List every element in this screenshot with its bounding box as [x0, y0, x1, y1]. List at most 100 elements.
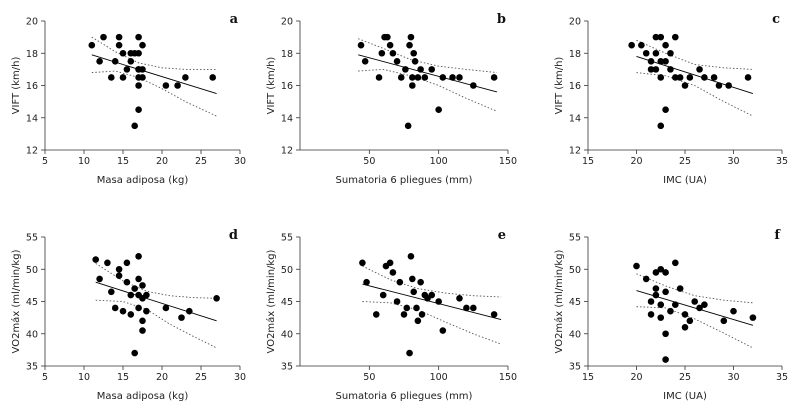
- data-point: [672, 33, 679, 41]
- data-point: [463, 304, 470, 312]
- y-tick-label: 14: [281, 113, 293, 124]
- data-point: [667, 307, 674, 315]
- data-point: [139, 282, 146, 289]
- y-tick-label: 14: [26, 113, 38, 124]
- data-point: [402, 66, 409, 73]
- data-point: [115, 41, 123, 49]
- data-point: [135, 33, 142, 41]
- data-point: [213, 294, 220, 302]
- data-point: [633, 262, 640, 270]
- y-axis-label: VO2máx (ml/min/kg): [553, 249, 565, 353]
- x-tick-label: 15: [117, 156, 129, 167]
- data-point: [143, 307, 150, 315]
- data-point: [715, 82, 723, 89]
- y-tick-label: 55: [26, 233, 38, 244]
- x-tick-label: 35: [776, 156, 788, 167]
- panel-label: c: [772, 12, 780, 27]
- data-point: [92, 256, 99, 263]
- data-point: [652, 285, 660, 292]
- y-tick-label: 20: [569, 17, 581, 28]
- data-point: [681, 324, 689, 331]
- panel-c: 12 14 16 18 20 15 20 25 30 35 IMC (UA) VIFT (km/h) c: [554, 12, 788, 186]
- panel-b: 12 14 16 18 20 50 100 150 Sumatoria 6 pliegues (…: [266, 12, 517, 186]
- panel-label: d: [229, 228, 238, 243]
- data-point: [357, 41, 365, 49]
- x-tick-label: 5: [42, 372, 48, 383]
- ci-lower-band: [636, 306, 754, 349]
- data-point: [657, 301, 665, 309]
- data-point: [409, 74, 416, 81]
- data-point: [131, 285, 138, 292]
- y-tick-label: 35: [281, 362, 293, 373]
- data-point: [135, 49, 142, 57]
- data-point: [647, 311, 655, 318]
- x-tick-label: 15: [117, 372, 129, 383]
- y-tick-label: 40: [26, 329, 38, 340]
- data-point: [123, 278, 131, 286]
- y-tick-label: 20: [26, 17, 38, 28]
- y-tick-label: 16: [281, 81, 293, 92]
- regression-line: [95, 281, 217, 322]
- data-point: [407, 253, 415, 260]
- data-point: [418, 311, 426, 318]
- data-point: [428, 291, 436, 299]
- data-point: [409, 82, 416, 89]
- regression-line: [362, 283, 502, 320]
- data-point: [411, 58, 419, 65]
- ci-lower-band: [358, 68, 498, 112]
- data-point: [435, 106, 442, 113]
- y-tick-label: 50: [26, 265, 38, 276]
- panel-e: 35 40 45 50 55 50 100 150 Sumatoria 6 pliegues (…: [265, 228, 517, 402]
- panel-label: e: [498, 228, 506, 243]
- x-tick-label: 25: [195, 156, 207, 167]
- ci-lower-band: [91, 70, 217, 117]
- panel-f: 35 40 45 50 55 15 20 25 30 35 IMC (UA) VO2máx (ml/m…: [553, 228, 788, 402]
- y-tick-label: 16: [26, 81, 38, 92]
- data-point: [131, 349, 138, 357]
- data-point: [393, 58, 401, 65]
- x-tick-label: 50: [363, 372, 375, 383]
- data-point: [115, 272, 123, 280]
- data-point: [662, 106, 669, 113]
- data-point: [657, 265, 665, 273]
- data-point: [135, 304, 142, 312]
- y-tick-label: 40: [281, 329, 293, 340]
- y-tick-label: 18: [281, 49, 293, 60]
- y-tick-label: 45: [26, 297, 38, 308]
- data-point: [672, 301, 679, 309]
- data-point: [123, 259, 131, 267]
- ci-upper-band: [358, 38, 497, 74]
- data-point: [135, 106, 142, 113]
- y-tick-label: 18: [569, 49, 581, 60]
- data-point: [409, 275, 416, 283]
- ci-lower-band: [636, 72, 754, 117]
- data-point: [135, 275, 142, 283]
- regression-line: [636, 56, 754, 94]
- data-point: [372, 311, 380, 318]
- data-point: [657, 122, 665, 130]
- x-tick-label: 30: [234, 156, 246, 167]
- y-tick-label: 45: [569, 297, 581, 308]
- data-point: [428, 66, 436, 73]
- data-point: [119, 74, 127, 81]
- data-point: [652, 33, 660, 41]
- data-point: [386, 259, 394, 267]
- data-point: [642, 49, 650, 57]
- data-point: [662, 58, 669, 65]
- data-point: [657, 58, 665, 65]
- data-point: [135, 253, 142, 260]
- data-point: [111, 304, 119, 312]
- data-point: [667, 66, 674, 73]
- ci-upper-band: [362, 265, 502, 298]
- x-tick-label: 15: [582, 372, 594, 383]
- x-tick-label: 150: [499, 156, 517, 167]
- data-point: [96, 58, 103, 65]
- x-tick-label: 30: [727, 156, 739, 167]
- x-axis-label: Masa adiposa (kg): [97, 391, 189, 402]
- data-point: [162, 82, 170, 89]
- data-point: [628, 41, 635, 49]
- data-point: [363, 278, 370, 286]
- y-tick-label: 18: [26, 49, 38, 60]
- x-tick-label: 20: [156, 372, 168, 383]
